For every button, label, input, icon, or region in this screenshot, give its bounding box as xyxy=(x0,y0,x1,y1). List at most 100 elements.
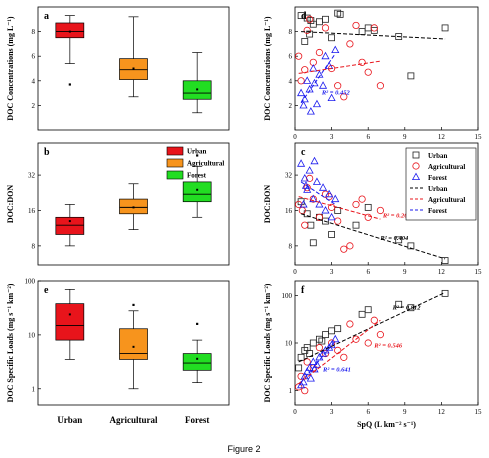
panel-c-point-agricultural xyxy=(321,190,330,198)
panel-f-ytick-label: 1 xyxy=(289,387,293,395)
panel-d-point-agricultural xyxy=(295,52,303,60)
panel-f-label: f xyxy=(301,285,305,296)
panel-e-box-forest xyxy=(182,353,212,371)
panel-f-point-agricultural xyxy=(303,358,311,366)
panel-a-frame xyxy=(37,6,230,131)
panel-d-frame xyxy=(294,6,479,131)
panel-d-point-urban xyxy=(395,33,403,40)
panel-b-ylabel: DOC:DON xyxy=(6,185,15,223)
panel-d-point-agricultural xyxy=(346,40,354,48)
panel-c-point-urban xyxy=(328,231,336,238)
panel-b-label: b xyxy=(44,147,50,158)
panel-b-frame xyxy=(37,142,230,266)
panel-c-point-urban xyxy=(395,236,403,244)
panel-c-point-agricultural xyxy=(358,195,366,203)
panel-f-point-agricultural xyxy=(376,331,384,339)
panel-c-legend-label-urban: Urban xyxy=(428,185,448,193)
panel-e-box-agricultural xyxy=(119,328,148,360)
panel-d-ytick-label: 4 xyxy=(289,77,293,85)
panel-b-box-urban xyxy=(55,216,85,235)
panel-e-label: e xyxy=(44,285,49,296)
panel-a-mean xyxy=(132,67,135,70)
panel-f-point-urban xyxy=(315,335,323,343)
panel-f-point-urban xyxy=(364,306,372,314)
panel-c-point-agricultural xyxy=(364,213,372,221)
panel-f-point-urban xyxy=(395,300,403,308)
panel-c-xtick-label: 0 xyxy=(293,268,297,276)
panel-c-frame xyxy=(294,142,479,266)
panel-f-point-urban xyxy=(322,331,329,339)
panel-f-ylabel: DOC Specific Loads (mg s⁻¹ km⁻²) xyxy=(263,283,272,402)
panel-d-point-urban xyxy=(322,15,329,23)
panel-d-point-agricultural xyxy=(370,24,378,32)
panel-c-ytick-label: 8 xyxy=(289,242,293,250)
panel-d-point-forest xyxy=(312,99,322,108)
panel-e-ytick-label: 1 xyxy=(32,385,36,393)
panel-f-point-forest xyxy=(305,363,314,371)
panel-c-legend-box xyxy=(405,147,477,221)
panel-c-point-forest xyxy=(303,185,312,193)
panel-b-outlier xyxy=(196,154,199,157)
panel-e-outlier xyxy=(196,322,199,325)
panel-f-annotation-agricultural: R² = 0.546 xyxy=(373,343,403,350)
panel-c-ylabel: DOC:DON xyxy=(263,185,272,223)
panel-c-point-urban xyxy=(307,221,315,229)
panel-d-point-agricultural xyxy=(358,58,366,66)
panel-d-point-forest xyxy=(331,45,340,54)
panel-d-point-forest xyxy=(299,100,308,109)
panel-f-xtick-label: 9 xyxy=(403,408,407,416)
panel-b-legend-label-urban: Urban xyxy=(187,148,207,156)
panel-c-legend-marker-forest xyxy=(411,172,421,181)
panel-a-ytick-label: 8 xyxy=(32,28,36,36)
panel-d-point-urban xyxy=(336,10,344,18)
category-label-agricultural: Agricultural xyxy=(110,415,158,425)
panel-d-xtick-label: 0 xyxy=(293,133,297,141)
panel-d-point-urban xyxy=(441,24,449,32)
panel-f-point-urban xyxy=(309,339,317,347)
panel-a-ytick-label: 4 xyxy=(32,77,36,85)
panel-f-xtick-label: 3 xyxy=(330,408,334,416)
panel-d-point-urban xyxy=(315,18,323,26)
category-label-forest: Forest xyxy=(185,415,209,425)
panel-d-point-agricultural xyxy=(315,48,323,57)
panel-d-point-agricultural xyxy=(340,93,348,101)
panel-f-point-forest xyxy=(315,352,324,361)
panel-c-legend-label-forest: Forest xyxy=(428,207,448,215)
panel-f-point-urban xyxy=(334,325,342,333)
panel-d-xtick-label: 3 xyxy=(330,133,334,141)
panel-d-trend-forest xyxy=(300,53,336,104)
panel-e-ytick-label: 10 xyxy=(28,331,36,339)
panel-f-ytick-label: 10 xyxy=(285,340,293,348)
panel-c-point-forest xyxy=(309,194,318,203)
panel-c-point-forest xyxy=(315,200,324,208)
panel-f-point-forest xyxy=(325,343,334,351)
panel-f-annotation-forest: R² = 0.641 xyxy=(322,367,351,374)
panel-c-point-agricultural xyxy=(376,206,384,215)
panel-d-point-urban xyxy=(306,30,314,38)
panel-c-point-agricultural xyxy=(334,217,342,225)
panel-c-point-forest xyxy=(325,189,334,198)
panel-c-point-agricultural xyxy=(327,203,336,211)
panel-f-xtick-label: 12 xyxy=(438,408,446,416)
panel-b-mean xyxy=(132,206,135,209)
panel-d-point-urban xyxy=(334,9,342,17)
panel-d-point-agricultural xyxy=(364,68,372,76)
panel-d-point-urban xyxy=(370,26,378,34)
panel-b-mean xyxy=(196,188,199,191)
panel-c-legend-label-forest: Forest xyxy=(428,174,448,182)
panel-f-point-agricultural xyxy=(301,387,309,395)
panel-d-point-forest xyxy=(303,76,312,84)
panel-f-point-agricultural xyxy=(340,353,348,361)
panel-c-point-urban xyxy=(407,242,415,250)
panel-d-point-forest xyxy=(321,51,330,60)
panel-f-xtick-label: 6 xyxy=(366,408,370,416)
panel-c-point-urban xyxy=(441,257,449,264)
panel-d-point-urban xyxy=(358,28,366,36)
panel-c-trend-forest xyxy=(300,181,336,205)
panel-e-mean xyxy=(196,357,199,360)
panel-b-legend-label-agricultural: Agricultural xyxy=(187,160,224,168)
panel-d-point-agricultural xyxy=(306,15,314,23)
panel-e-mean xyxy=(132,345,135,348)
panel-b-legend-label-forest: Forest xyxy=(187,172,207,180)
panel-f-point-forest xyxy=(303,367,312,375)
